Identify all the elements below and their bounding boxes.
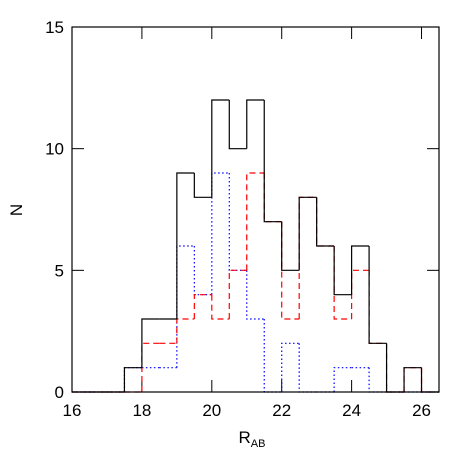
x-tick-label: 22 — [272, 401, 291, 420]
histogram-step — [176, 172, 195, 319]
x-tick-label: 18 — [132, 401, 151, 420]
y-tick-label: 15 — [45, 18, 64, 37]
histogram-step — [123, 367, 142, 392]
histogram-step — [228, 173, 247, 271]
histogram-step — [316, 197, 335, 247]
histogram-step — [246, 99, 265, 149]
histogram-step — [368, 367, 387, 393]
histogram-step — [246, 270, 265, 320]
histogram-step — [368, 246, 387, 344]
histogram-step — [298, 196, 317, 319]
y-tick-label: 5 — [55, 261, 64, 280]
histogram-step — [420, 367, 439, 393]
histogram-step — [193, 173, 212, 198]
histogram-step — [263, 173, 282, 223]
histogram-step — [385, 343, 405, 393]
x-axis-label: RAB — [239, 428, 266, 450]
histogram-step — [281, 342, 300, 392]
histogram-step — [228, 100, 247, 150]
histogram-step — [176, 318, 195, 344]
histogram-step — [193, 246, 212, 296]
x-axis-label-main: R — [239, 428, 251, 447]
histogram-step — [298, 343, 317, 393]
histogram-step — [211, 99, 230, 198]
histogram-step — [141, 342, 160, 392]
y-tick-label: 0 — [55, 383, 64, 402]
plot-frame — [71, 26, 440, 393]
histogram-step — [385, 343, 405, 393]
histogram-step — [351, 245, 370, 295]
histogram-step — [281, 221, 300, 271]
histogram-step — [316, 197, 335, 247]
histogram-step — [176, 245, 195, 368]
histogram-step — [403, 367, 422, 392]
histogram-step — [193, 294, 212, 319]
x-tick-label: 16 — [63, 401, 82, 420]
histogram-step — [211, 172, 230, 295]
histogram-step — [123, 367, 142, 392]
histogram-step — [403, 367, 422, 392]
histogram-step — [263, 319, 282, 393]
y-tick-label: 10 — [45, 140, 64, 159]
y-axis-label: N — [7, 204, 26, 216]
histogram-step — [298, 196, 317, 271]
histogram-step — [141, 318, 160, 368]
histogram-step — [228, 269, 247, 319]
x-tick-label: 20 — [202, 401, 221, 420]
histogram-step — [263, 100, 282, 223]
histogram-step — [211, 294, 230, 320]
histogram-step — [351, 269, 370, 319]
histogram-step — [368, 270, 387, 344]
histogram-step — [333, 246, 352, 296]
x-tick-label: 24 — [342, 401, 361, 420]
histogram-step — [333, 246, 352, 320]
histogram-step — [333, 367, 352, 392]
histogram-step — [246, 172, 265, 271]
x-tick-label: 26 — [412, 401, 431, 420]
histogram-step — [420, 367, 439, 393]
x-axis-label-subscript: AB — [251, 438, 266, 450]
